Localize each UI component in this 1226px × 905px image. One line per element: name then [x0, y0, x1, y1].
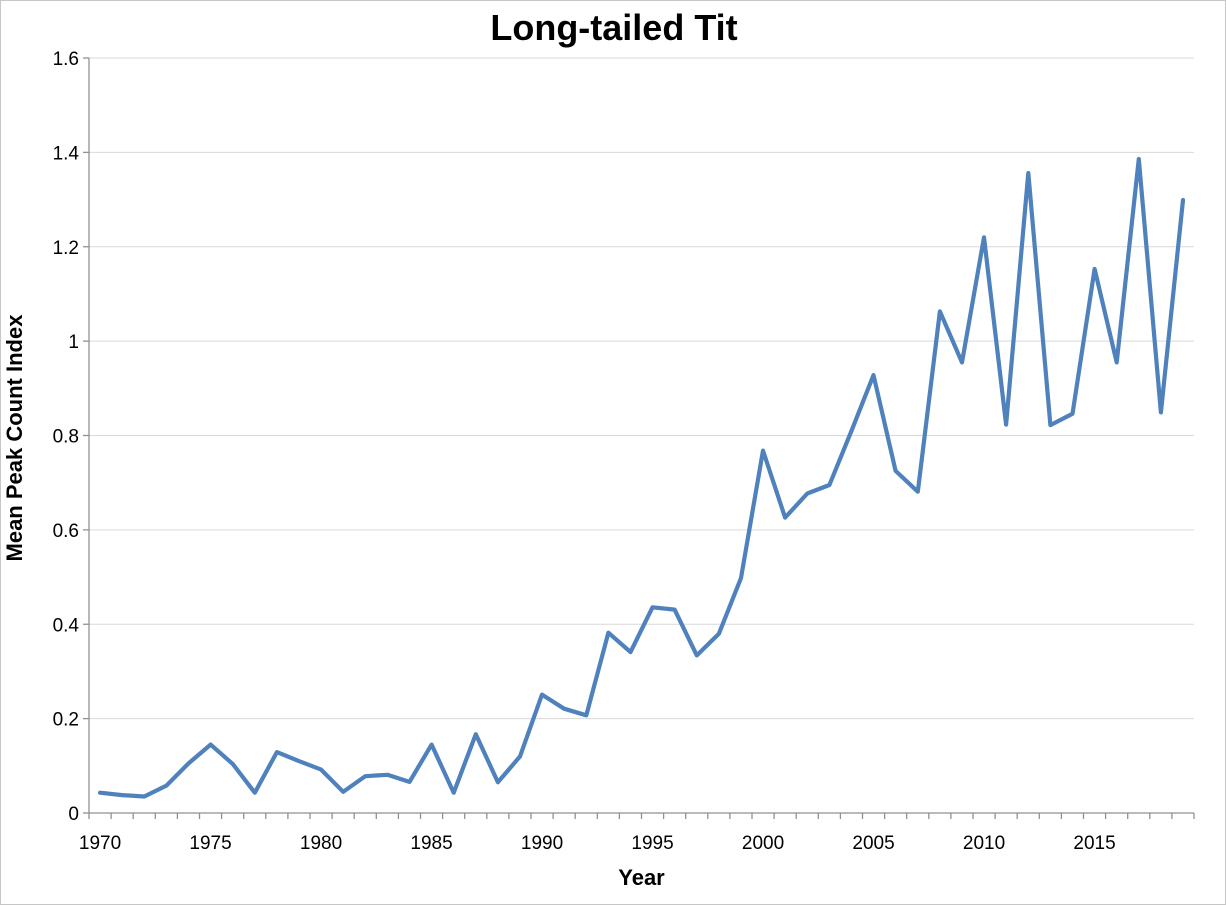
x-tick-label: 2015 [1073, 833, 1115, 854]
y-tick-label: 1 [68, 332, 79, 353]
x-tick-label: 2000 [742, 833, 784, 854]
x-tick-label: 2005 [852, 833, 894, 854]
x-tick-label: 1980 [300, 833, 342, 854]
x-tick-label: 1995 [631, 833, 673, 854]
x-tick-label: 1975 [189, 833, 231, 854]
x-tick-label: 1970 [79, 833, 121, 854]
y-tick-label: 0.8 [53, 427, 79, 448]
y-tick-label: 0 [68, 804, 79, 825]
x-tick-label: 1990 [521, 833, 563, 854]
y-tick-label: 0.4 [53, 615, 80, 636]
y-tick-label: 1.2 [53, 238, 79, 259]
y-tick-label: 0.6 [53, 521, 79, 542]
chart-title: Long-tailed Tit [490, 7, 738, 48]
y-tick-label: 1.6 [53, 49, 79, 70]
data-line [97, 156, 1186, 799]
y-tick-label: 1.4 [53, 143, 80, 164]
x-tick-label: 1985 [410, 833, 452, 854]
x-axis-title: Year [618, 865, 665, 890]
y-axis-title: Mean Peak Count Index [2, 314, 27, 562]
y-tick-label: 0.2 [53, 710, 79, 731]
x-tick-label: 2010 [963, 833, 1005, 854]
